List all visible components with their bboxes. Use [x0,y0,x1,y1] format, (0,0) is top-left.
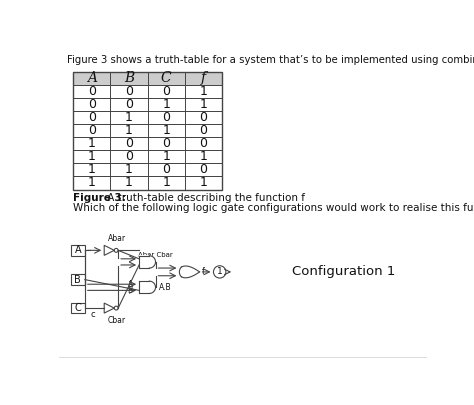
Text: 0: 0 [162,111,170,124]
Text: 0: 0 [125,150,133,163]
Text: 1: 1 [88,150,96,163]
Text: B: B [124,71,134,85]
Text: 0: 0 [88,124,96,137]
Bar [73,177,222,190]
Text: 0: 0 [200,111,208,124]
Text: 1: 1 [125,163,133,176]
Text: A: A [74,245,81,255]
Text: C: C [161,71,172,85]
Text: 1: 1 [88,137,96,150]
Text: Cbar: Cbar [108,316,126,325]
Text: 1: 1 [200,85,207,98]
Text: f: f [202,267,205,276]
Text: 0: 0 [88,85,96,98]
Text: 0: 0 [125,137,133,150]
Text: 0: 0 [125,85,133,98]
Text: 1: 1 [125,111,133,124]
Text: f: f [201,71,206,85]
Text: 1: 1 [125,177,133,190]
Text: 1: 1 [217,267,223,276]
Text: 0: 0 [125,98,133,111]
Text: A truth-table describing the function f: A truth-table describing the function f [104,193,305,203]
Text: Abar: Abar [108,234,126,243]
Text: B: B [74,275,81,285]
Text: 0: 0 [162,163,170,176]
Text: C: C [74,303,81,313]
Text: A: A [128,280,133,289]
Text: 1: 1 [200,177,207,190]
Text: 1: 1 [200,150,207,163]
Bar [73,137,222,150]
Text: A.B: A.B [158,283,171,292]
Bar [71,274,85,285]
Text: 0: 0 [162,137,170,150]
Circle shape [213,266,226,278]
Text: Which of the following logic gate configurations would work to realise this func: Which of the following logic gate config… [73,203,474,213]
Bar [73,124,222,137]
Bar [73,85,222,98]
Bar [73,150,222,163]
Text: 0: 0 [88,98,96,111]
Text: 0: 0 [162,85,170,98]
Text: Figure 3:: Figure 3: [73,193,126,203]
Text: 1: 1 [88,163,96,176]
Text: 0: 0 [88,111,96,124]
Bar [73,72,222,190]
Bar [73,72,222,85]
Text: 0: 0 [200,124,208,137]
Text: c: c [90,310,95,319]
Polygon shape [139,281,155,294]
Bar [73,163,222,177]
Text: Figure 3 shows a truth-table for a system that’s to be implemented using combina: Figure 3 shows a truth-table for a syste… [67,55,474,65]
Bar [71,303,85,313]
Bar [71,245,85,256]
Text: 0: 0 [200,163,208,176]
Text: 1: 1 [162,150,170,163]
Text: Configuration 1: Configuration 1 [292,265,395,278]
Text: A: A [87,71,97,85]
Bar [73,98,222,111]
Text: 1: 1 [162,177,170,190]
Text: 1: 1 [125,124,133,137]
Text: 1: 1 [200,98,207,111]
Text: 1: 1 [88,177,96,190]
Text: B: B [128,286,133,295]
Bar [73,111,222,124]
Polygon shape [179,266,200,278]
Text: 0: 0 [200,137,208,150]
Text: 1: 1 [162,124,170,137]
Text: Abar Cbar: Abar Cbar [137,252,172,258]
Text: 1: 1 [162,98,170,111]
Polygon shape [139,256,155,268]
